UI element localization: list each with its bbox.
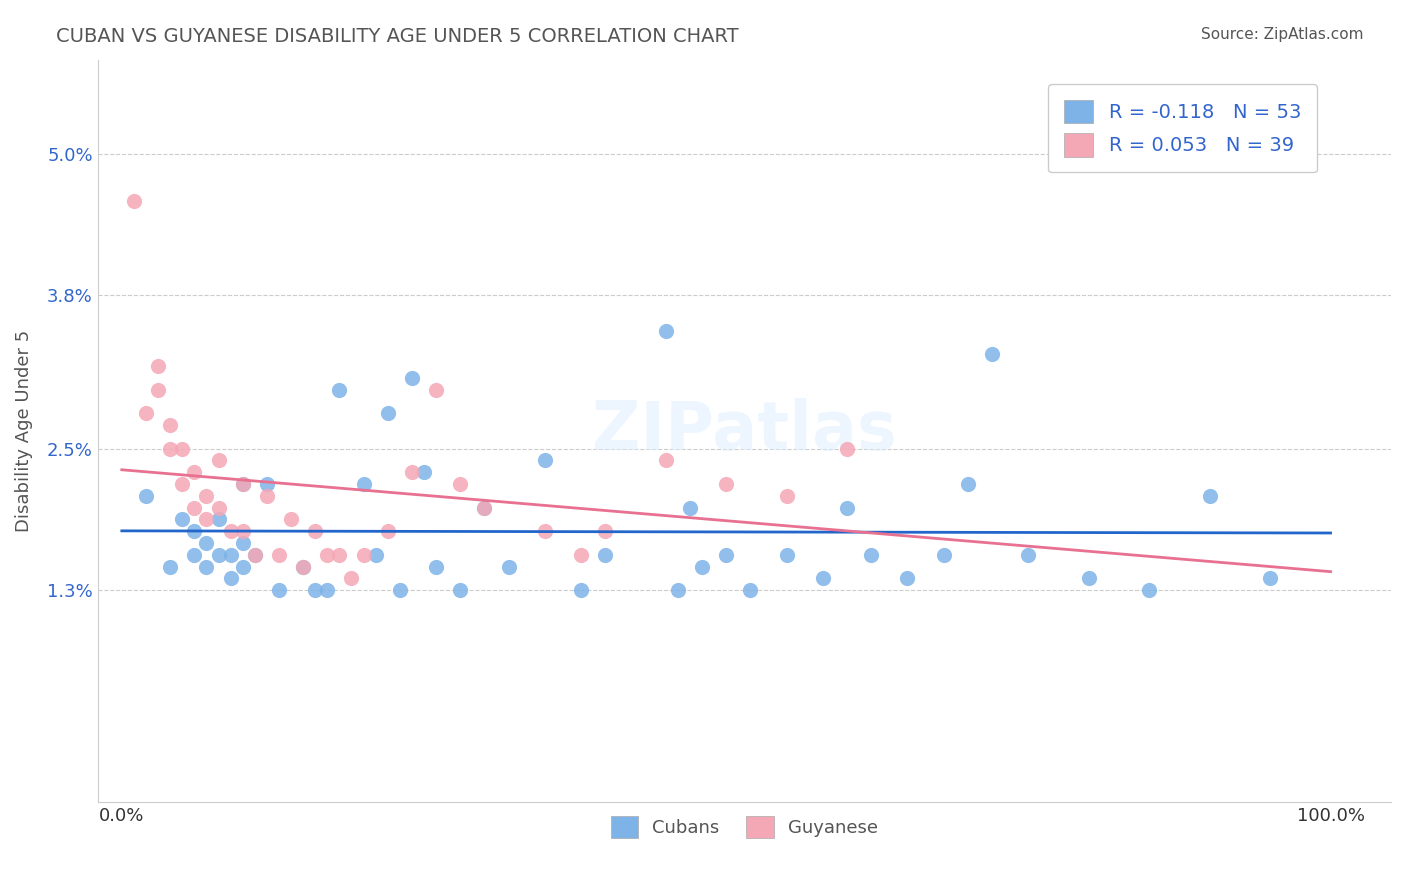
Point [340,571,363,585]
Point [595,524,617,538]
Point [292,559,315,574]
Point [280,512,302,526]
Point [207,500,229,515]
Point [304,583,326,598]
Point [316,548,339,562]
Point [595,548,617,562]
Point [1137,583,1160,598]
Point [377,406,399,420]
Point [1017,548,1039,562]
Point [232,524,254,538]
Point [159,418,181,433]
Point [135,406,157,420]
Point [1198,489,1220,503]
Point [569,583,592,598]
Point [425,383,447,397]
Point [159,559,181,574]
Text: Source: ZipAtlas.com: Source: ZipAtlas.com [1201,27,1364,42]
Point [219,524,242,538]
Point [172,512,194,526]
Point [195,536,218,550]
Point [122,194,145,208]
Point [498,559,520,574]
Point [219,548,242,562]
Point [534,524,557,538]
Point [425,559,447,574]
Point [932,548,955,562]
Legend: Cubans, Guyanese: Cubans, Guyanese [603,809,886,846]
Point [219,571,242,585]
Point [1258,571,1281,585]
Point [232,477,254,491]
Text: CUBAN VS GUYANESE DISABILITY AGE UNDER 5 CORRELATION CHART: CUBAN VS GUYANESE DISABILITY AGE UNDER 5… [56,27,740,45]
Point [740,583,762,598]
Point [353,477,375,491]
Point [364,548,387,562]
Point [172,477,194,491]
Point [267,548,290,562]
Point [811,571,834,585]
Point [256,489,278,503]
Point [413,465,436,479]
Point [714,477,737,491]
Point [474,500,496,515]
Point [232,536,254,550]
Point [896,571,918,585]
Point [183,500,205,515]
Point [328,548,350,562]
Point [775,548,797,562]
Point [388,583,411,598]
Point [401,465,423,479]
Point [835,442,858,456]
Point [243,548,266,562]
Point [232,477,254,491]
Point [534,453,557,467]
Point [666,583,689,598]
Y-axis label: Disability Age Under 5: Disability Age Under 5 [15,330,32,532]
Point [195,512,218,526]
Point [172,442,194,456]
Point [267,583,290,598]
Point [146,359,169,373]
Point [183,465,205,479]
Point [353,548,375,562]
Point [714,548,737,562]
Point [401,371,423,385]
Text: ZIPatlas: ZIPatlas [592,398,897,464]
Point [159,442,181,456]
Point [679,500,702,515]
Point [860,548,883,562]
Point [232,559,254,574]
Point [981,347,1004,361]
Point [655,324,678,338]
Point [328,383,350,397]
Point [183,524,205,538]
Point [690,559,713,574]
Point [207,512,229,526]
Point [135,489,157,503]
Point [474,500,496,515]
Point [569,548,592,562]
Point [655,453,678,467]
Point [243,548,266,562]
Point [835,500,858,515]
Point [207,548,229,562]
Point [256,477,278,491]
Point [207,453,229,467]
Point [1077,571,1099,585]
Point [775,489,797,503]
Point [146,383,169,397]
Point [195,489,218,503]
Point [183,548,205,562]
Point [449,583,471,598]
Point [304,524,326,538]
Point [195,559,218,574]
Point [956,477,979,491]
Point [292,559,315,574]
Point [377,524,399,538]
Point [316,583,339,598]
Point [449,477,471,491]
